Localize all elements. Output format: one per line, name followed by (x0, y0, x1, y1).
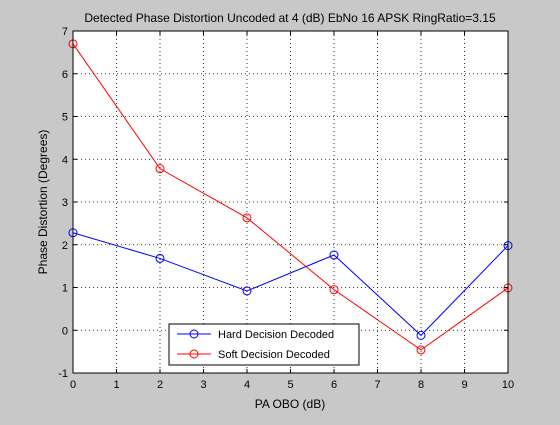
x-tick-label: 10 (502, 379, 514, 391)
y-tick-label: 4 (62, 154, 68, 166)
y-tick-label: 1 (62, 283, 68, 295)
x-tick-label: 6 (331, 379, 337, 391)
x-tick-label: 4 (244, 379, 250, 391)
x-tick-label: 1 (113, 379, 119, 391)
legend-box (168, 323, 360, 366)
y-axis-label: Phase Distortion (Degrees) (36, 130, 50, 275)
y-tick-label: -1 (58, 368, 68, 380)
y-tick-label: 2 (62, 240, 68, 252)
legend-marker-hard (189, 329, 199, 339)
data-point-hard-decision-decoded (329, 250, 339, 260)
x-axis-label: PA OBO (dB) (255, 397, 325, 411)
legend: Hard Decision Decoded Soft Decision Deco… (168, 323, 360, 366)
x-tick-label: 0 (70, 379, 76, 391)
x-tick-label: 9 (461, 379, 467, 391)
data-point-soft-decision-decoded (416, 345, 426, 355)
grid (73, 31, 508, 373)
series-line-hard-decision-decoded (72, 232, 509, 337)
ticks (72, 30, 509, 374)
chart-title: Detected Phase Distortion Uncoded at 4 (… (84, 11, 496, 25)
data-point-hard-decision-decoded (155, 253, 165, 263)
x-tick-label: 8 (418, 379, 424, 391)
y-tick-label: 7 (62, 26, 68, 38)
x-tick-label: 2 (157, 379, 163, 391)
data-point-soft-decision-decoded (155, 164, 165, 174)
x-tick-label: 7 (374, 379, 380, 391)
data-point-soft-decision-decoded (329, 285, 339, 295)
series-group (68, 39, 513, 355)
x-tick-label: 5 (287, 379, 293, 391)
y-tick-label: 5 (62, 112, 68, 124)
legend-label-soft: Soft Decision Decoded (218, 349, 330, 361)
series-line-soft-decision-decoded (72, 43, 509, 351)
x-tick-label: 3 (200, 379, 206, 391)
y-tick-label: 3 (62, 197, 68, 209)
legend-label-hard: Hard Decision Decoded (218, 329, 334, 341)
legend-marker-soft (189, 349, 199, 359)
plot-area (73, 31, 508, 373)
y-tick-label: 0 (62, 325, 68, 337)
data-point-hard-decision-decoded (416, 330, 426, 340)
data-point-hard-decision-decoded (242, 286, 252, 296)
y-tick-label: 6 (62, 69, 68, 81)
data-point-soft-decision-decoded (242, 213, 252, 223)
